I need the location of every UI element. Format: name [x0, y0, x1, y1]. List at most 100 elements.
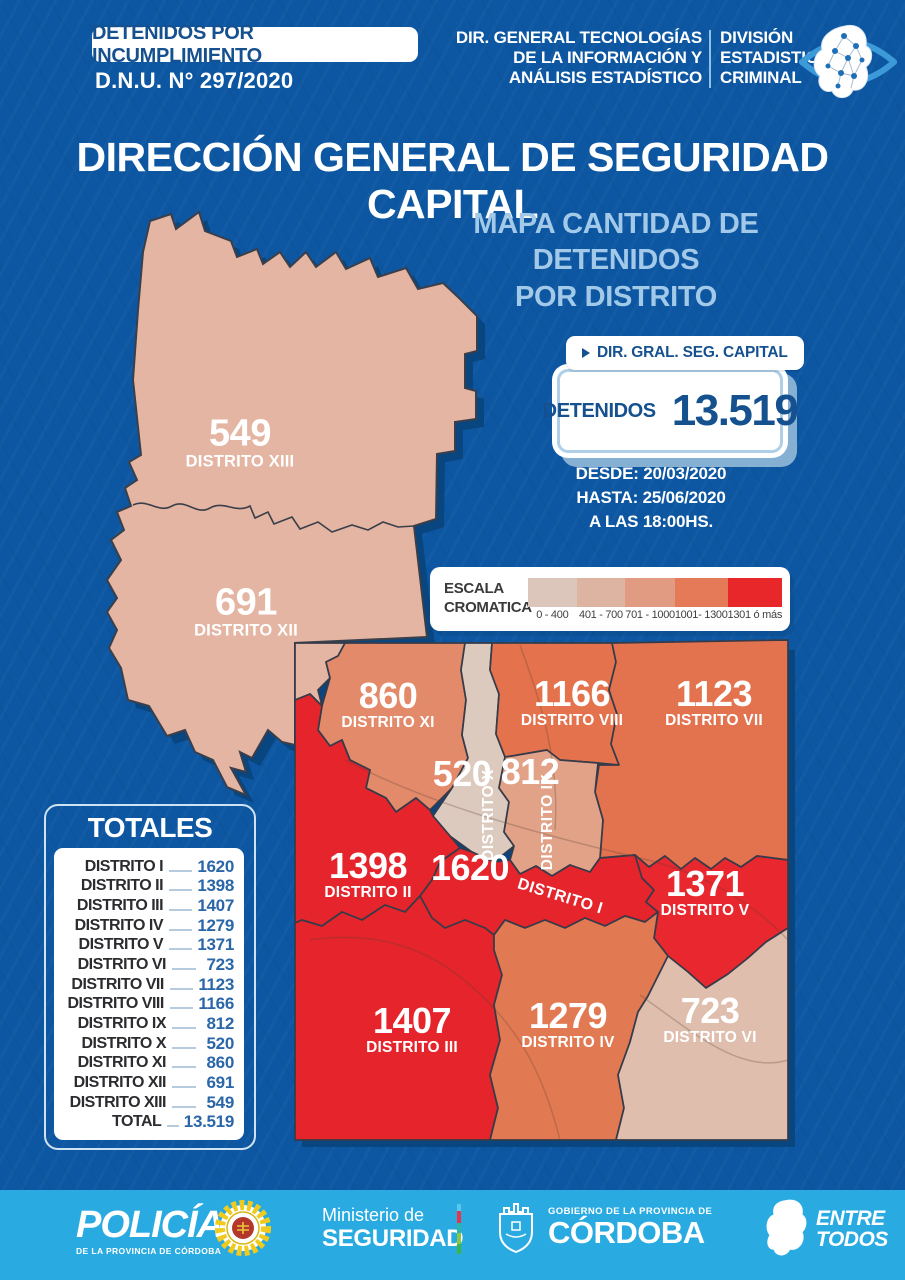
subtitle-line: POR DISTRITO [514, 280, 718, 313]
map-subtitle: MAPA CANTIDAD DE DETENIDOS POR DISTRITO [420, 206, 812, 315]
totals-row: DISTRITO VIII 1166 [62, 994, 234, 1014]
gov-line1: GOBIERNO DE LA PROVINCIA DE [548, 1206, 713, 1217]
district-name: DISTRITO IV [521, 1034, 615, 1052]
scale-bucket: 401 - 700 [576, 577, 626, 621]
totals-list: DISTRITO I 1620 DISTRITO II 1398 DISTRIT… [54, 848, 244, 1140]
scale-range: 1001- 1300 [674, 608, 728, 621]
district-name: DISTRITO V [660, 902, 750, 920]
map-label-district-ix-value: 812 [501, 754, 560, 790]
totals-row-value: 1407 [197, 895, 234, 915]
scale-range: 401 - 700 [579, 608, 623, 621]
totals-row-value: 723 [206, 954, 235, 974]
org-line: DE LA INFORMACIÓN Y [513, 48, 702, 68]
district-value: 520 [432, 753, 492, 794]
date-to: HASTA: 25/06/2020 [576, 487, 726, 507]
totals-row-dash [169, 987, 194, 990]
header-badge: DETENIDOS POR INCUMPLIMIENTO [92, 22, 418, 67]
totals-row-value: 1620 [197, 856, 234, 876]
scale-label-line: CROMATICA [444, 599, 532, 616]
totals-row-total: TOTAL 13.519 [62, 1112, 234, 1132]
district-name: DISTRITO XII [194, 621, 298, 640]
scale-swatches: 0 - 400 401 - 700 701 - 1000 1001- 1300 … [528, 577, 782, 621]
scale-swatch [576, 577, 626, 607]
scale-label-line: ESCALA [444, 580, 504, 598]
map-label-district-xii: 691 DISTRITO XII [194, 584, 298, 641]
header-divider [709, 30, 711, 88]
police-subtitle: DE LA PROVINCIA DE CÓRDOBA [76, 1246, 222, 1256]
district-value: 1407 [372, 1000, 452, 1042]
totals-row-value: 1166 [198, 994, 234, 1014]
district-value: 1371 [665, 863, 745, 905]
entre-todos-logo: ENTRE TODOS [762, 1198, 888, 1260]
footer-band: POLICÍA DE LA PROVINCIA DE CÓRDOBA Minis… [0, 1190, 905, 1280]
totals-row-value: 520 [206, 1033, 235, 1053]
totals-row-label: DISTRITO XI [77, 1054, 167, 1072]
district-value: 723 [680, 990, 740, 1032]
totals-row: DISTRITO VI 723 [62, 954, 235, 974]
date-from: DESDE: 20/03/2020 [575, 464, 727, 483]
scale-swatch [674, 577, 728, 607]
decree-number: D.N.U. N° 297/2020 [95, 68, 294, 93]
map-label-district-viii: 1166 DISTRITO VIII [521, 676, 623, 730]
totals-row-value: 812 [206, 1014, 235, 1033]
totals-panel: TOTALES DISTRITO I 1620 DISTRITO II 1398… [44, 804, 256, 1150]
org-line: ANÁLISIS ESTADÍSTICO [508, 68, 702, 88]
district-value: 1398 [328, 845, 408, 887]
totals-row-label: TOTAL [111, 1113, 162, 1131]
district-value: 1279 [528, 995, 608, 1037]
totals-row: DISTRITO III 1407 [62, 896, 234, 915]
totals-row: DISTRITO IV 1279 [62, 916, 235, 935]
totals-row-label: DISTRITO I [84, 857, 164, 875]
page-title: DIRECCIÓN GENERAL DE SEGURIDAD CAPITAL [76, 134, 829, 227]
totals-row-dash [172, 1086, 196, 1089]
district-value: 860 [358, 675, 418, 717]
division-line: CRIMINAL [720, 68, 802, 88]
totals-row-value: 1371 [197, 935, 234, 955]
totals-row: DISTRITO XIII 549 [62, 1093, 235, 1112]
district-value: 549 [209, 412, 271, 455]
arrow-right-icon [582, 348, 590, 358]
totals-row-dash [169, 928, 193, 931]
totals-row-dash [172, 967, 196, 970]
map-label-district-ix-name: DISTRITO IX [539, 773, 556, 871]
scale-bucket: 1001- 1300 [674, 577, 728, 621]
org-line: DIR. GENERAL TECNOLOGÍAS [455, 28, 702, 47]
totals-row-value: 691 [206, 1073, 235, 1093]
counter-label: DETENIDOS [542, 399, 656, 422]
totals-row-label: DISTRITO VI [77, 955, 167, 973]
scale-bucket: 701 - 1000 [625, 577, 675, 621]
map-label-district-vii: 1123 DISTRITO VII [665, 676, 763, 730]
totals-title: TOTALES [87, 812, 213, 843]
counter-tab: DIR. GRAL. SEG. CAPITAL [566, 336, 804, 370]
ministry-line2: SEGURIDAD [322, 1224, 464, 1252]
totals-row-dash [169, 889, 193, 892]
district-value: 812 [500, 751, 560, 792]
district-vi-shape [615, 927, 789, 1141]
district-value: 1620 [430, 847, 510, 888]
map-label-district-xiii: 549 DISTRITO XIII [186, 415, 295, 472]
totals-row-value: 860 [206, 1053, 235, 1073]
totals-row: DISTRITO XI 860 [62, 1053, 235, 1073]
totals-row-dash [172, 1105, 196, 1108]
totals-row: DISTRITO II 1398 [62, 876, 234, 896]
totals-row-dash [169, 908, 193, 911]
date-range: DESDE: 20/03/2020 HASTA: 25/06/2020 A LA… [538, 462, 764, 533]
map-label-district-vi: 723 DISTRITO VI [663, 993, 756, 1047]
map-label-district-ii: 1398 DISTRITO II [324, 848, 411, 902]
scale-bucket: 0 - 400 [528, 577, 577, 621]
slogan-text: ENTRE TODOS [816, 1207, 888, 1250]
map-label-district-xi: 860 DISTRITO XI [341, 678, 434, 732]
totals-row: DISTRITO IX 812 [62, 1014, 235, 1034]
police-logo: POLICÍA DE LA PROVINCIA DE CÓRDOBA [76, 1206, 224, 1256]
totals-row: DISTRITO X 520 [62, 1033, 235, 1053]
scale-bucket: 1301 ó más [727, 577, 782, 621]
totals-row-label: DISTRITO IX [77, 1015, 167, 1032]
date-time: A LAS 18:00HS. [588, 511, 714, 531]
district-name: DISTRITO III [366, 1039, 458, 1057]
map-label-district-i-value: 1620 [430, 847, 510, 888]
ministry-logo: Ministerio de SEGURIDAD [322, 1205, 464, 1252]
counter-tab-label: DIR. GRAL. SEG. CAPITAL [597, 344, 788, 361]
totals-row-label: DISTRITO V [78, 936, 164, 954]
totals-row-value: 1123 [198, 974, 234, 994]
totals-row: DISTRITO VII 1123 [62, 975, 234, 994]
